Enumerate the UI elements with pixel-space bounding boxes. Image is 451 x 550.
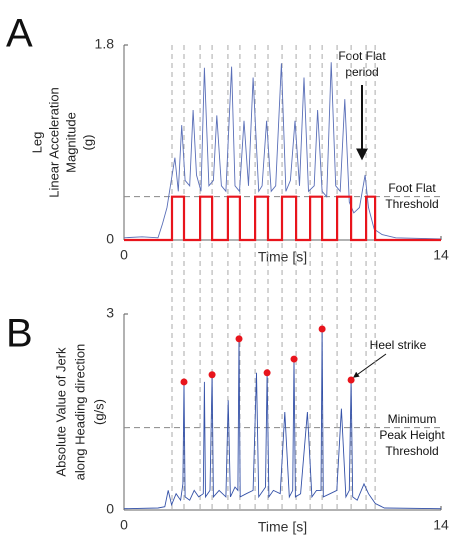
- peak-marker: [235, 335, 243, 343]
- threshold-label: Foot Flat: [388, 181, 436, 195]
- annotation: Heel strike: [370, 338, 427, 352]
- y-tick-label: 1.8: [95, 36, 115, 52]
- threshold-label: Threshold: [385, 444, 438, 458]
- peak-marker: [263, 369, 271, 377]
- panel-label: A: [6, 12, 33, 56]
- peak-marker: [180, 378, 188, 386]
- y-tick-label: 0: [106, 231, 114, 247]
- panel-label: B: [6, 312, 33, 356]
- annotation: period: [345, 65, 378, 79]
- peak-marker: [208, 371, 216, 379]
- x-tick-label: 14: [433, 517, 449, 533]
- peak-marker: [347, 376, 355, 384]
- annotation-arrow: [353, 353, 387, 378]
- peak-marker: [290, 355, 298, 363]
- y-axis-label: Absolute Value of Jerk: [53, 347, 68, 477]
- x-tick-label: 14: [433, 247, 449, 263]
- y-axis-label: Linear Acceleration: [46, 87, 61, 198]
- y-axis-label: Leg: [29, 132, 44, 154]
- data-line: [124, 195, 441, 242]
- data-line: [123, 62, 442, 240]
- y-tick-label: 3: [106, 305, 114, 321]
- y-axis-label: along Heading direction: [72, 344, 87, 481]
- x-tick-label: 0: [120, 247, 128, 263]
- y-tick-label: 0: [106, 501, 114, 517]
- threshold-label: Peak Height: [379, 428, 445, 442]
- y-axis-label: (g/s): [91, 399, 106, 425]
- y-axis-label: Magnitude: [63, 112, 78, 173]
- data-line: [123, 328, 442, 510]
- threshold-label: Minimum: [388, 412, 437, 426]
- y-axis-label: (g): [80, 135, 95, 151]
- threshold-label: Threshold: [385, 197, 438, 211]
- x-tick-label: 0: [120, 517, 128, 533]
- x-axis-label: Time [s]: [258, 519, 307, 535]
- peak-marker: [318, 325, 326, 333]
- annotation: Foot Flat: [338, 49, 386, 63]
